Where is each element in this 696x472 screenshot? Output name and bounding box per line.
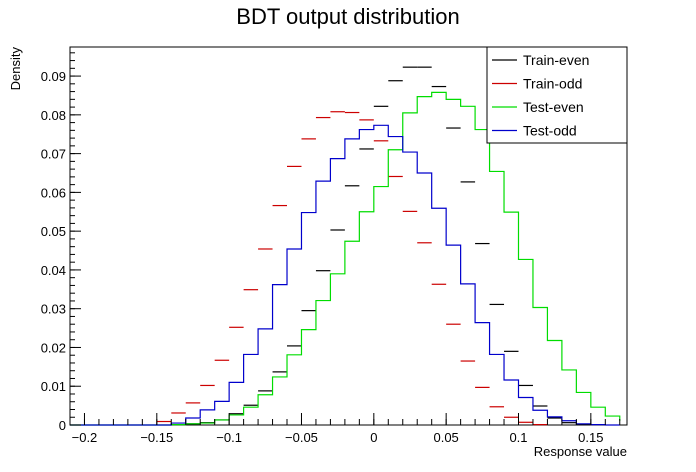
y-tick-label: 0.04 xyxy=(41,263,66,278)
y-tick-label: 0.07 xyxy=(41,147,66,162)
y-tick-label: 0.08 xyxy=(41,108,66,123)
x-tick-label: −0.2 xyxy=(72,430,98,445)
legend-item: Train-even xyxy=(492,52,589,68)
legend-item: Train-odd xyxy=(492,76,582,92)
x-tick-label: 0.05 xyxy=(433,430,458,445)
legend-label: Test-even xyxy=(523,99,584,115)
x-tick-label: 0 xyxy=(370,430,377,445)
plot-frame xyxy=(69,46,628,426)
legend-item: Test-odd xyxy=(492,123,577,139)
x-tick-label: −0.1 xyxy=(216,430,242,445)
y-tick-label: 0 xyxy=(59,418,66,433)
chart-title: BDT output distribution xyxy=(236,4,459,29)
legend-label: Train-even xyxy=(523,52,589,68)
x-tick-label: 0.15 xyxy=(578,430,603,445)
y-axis-title: Density xyxy=(8,47,23,91)
series-step-line xyxy=(70,124,620,426)
legend: Train-even Train-odd Test-even Test-odd xyxy=(486,46,628,144)
x-tick-label: −0.05 xyxy=(285,430,318,445)
y-tick-label: 0.01 xyxy=(41,379,66,394)
y-tick-label: 0.02 xyxy=(41,340,66,355)
legend-item: Test-even xyxy=(492,99,584,115)
x-tick-label: 0.1 xyxy=(509,430,527,445)
series-0 xyxy=(185,66,591,426)
x-tick-label: −0.15 xyxy=(140,430,173,445)
x-axis-title: Response value xyxy=(534,444,627,459)
legend-label: Train-odd xyxy=(523,76,582,92)
y-tick-label: 0.06 xyxy=(41,185,66,200)
series-1 xyxy=(156,111,548,426)
y-tick-label: 0.03 xyxy=(41,302,66,317)
legend-box xyxy=(486,46,628,144)
legend-label: Test-odd xyxy=(523,123,577,139)
y-tick-label: 0.05 xyxy=(41,224,66,239)
axes-layer: −0.2 −0.15 −0.1 −0.05 0 0.05 0.1 0.15 0 0.01 0.02 0… xyxy=(41,52,621,445)
y-tick-label: 0.09 xyxy=(41,69,66,84)
series-3 xyxy=(70,124,620,426)
